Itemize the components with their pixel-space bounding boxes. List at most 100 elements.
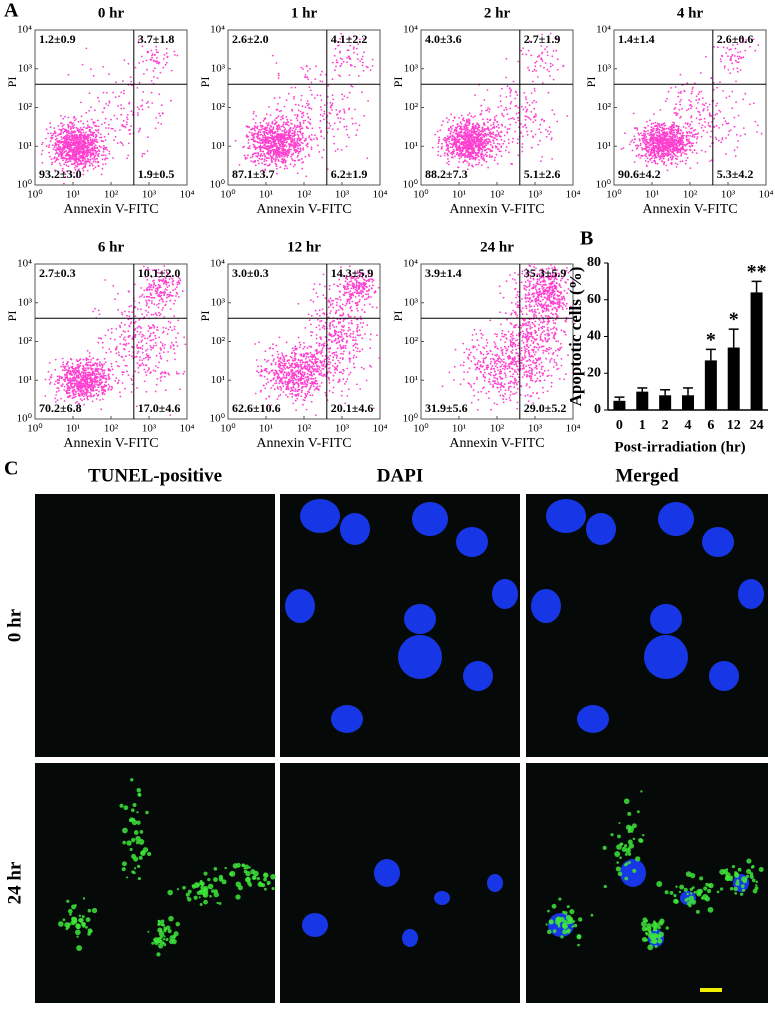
tunel-signal — [157, 923, 160, 926]
y-tick-label: 10³ — [597, 62, 612, 74]
micrograph — [280, 763, 520, 1003]
tunel-signal — [131, 854, 136, 859]
y-axis-label: PI — [584, 77, 598, 88]
tunel-signal — [690, 888, 693, 891]
tunel-signal — [145, 811, 149, 815]
panel-label: B — [580, 228, 593, 250]
x-tick-label: 10² — [104, 189, 119, 201]
tunel-signal — [577, 944, 580, 947]
y-tick-label: 10² — [18, 101, 33, 113]
tunel-signal — [602, 846, 606, 850]
tunel-signal — [85, 926, 88, 929]
scatter-plot: 4 hr10⁰10⁰10¹10¹10²10²10³10³10⁴10⁴Annexi… — [584, 5, 774, 217]
nucleus — [434, 891, 450, 905]
scatter-plot: 24 hr10⁰10⁰10¹10¹10²10²10³10³10⁴10⁴Annex… — [391, 239, 581, 451]
tunel-signal — [574, 924, 578, 928]
tunel-signal — [199, 896, 201, 898]
x-axis-label: Annexin V-FITC — [642, 202, 737, 217]
tunel-signal — [76, 945, 82, 951]
tunel-signal — [755, 886, 759, 890]
nucleus — [577, 705, 609, 733]
nucleus — [492, 579, 518, 609]
tunel-signal — [126, 876, 128, 878]
nucleus — [738, 579, 764, 609]
tunel-signal — [552, 904, 557, 909]
x-tick-label: 10⁴ — [759, 189, 774, 201]
tunel-signal — [655, 945, 658, 948]
tunel-signal — [134, 830, 139, 835]
tunel-signal — [141, 850, 145, 854]
tunel-signal — [257, 877, 260, 880]
quadrant-value: 6.2±1.9 — [331, 167, 368, 181]
tunel-signal — [558, 925, 561, 928]
tunel-signal — [647, 944, 653, 950]
micrograph — [35, 763, 283, 1003]
tunel-signal — [629, 843, 634, 848]
tunel-signal — [673, 894, 676, 897]
significance-mark: * — [706, 329, 716, 351]
tunel-signal — [130, 778, 133, 781]
x-tick-label: 10¹ — [66, 423, 80, 435]
tunel-signal — [122, 841, 126, 845]
tunel-signal — [626, 862, 629, 865]
y-tick-label: 10⁰ — [210, 179, 226, 191]
nucleus — [398, 635, 442, 679]
tunel-signal — [604, 885, 607, 888]
x-axis-label: Annexin V-FITC — [449, 202, 544, 217]
scatter-plot: 0 hr10⁰10⁰10¹10¹10²10²10³10³10⁴10⁴Annexi… — [5, 5, 195, 217]
tunel-signal — [132, 820, 137, 825]
image-bg — [526, 494, 768, 757]
tunel-signal — [560, 935, 563, 938]
tunel-signal — [169, 940, 174, 945]
column-label: DAPI — [377, 465, 423, 486]
y-tick-label: 10² — [211, 101, 226, 113]
tunel-signal — [637, 810, 640, 813]
y-tick-label: 10¹ — [18, 140, 32, 152]
tunel-signal — [131, 870, 134, 873]
nucleus — [285, 589, 315, 623]
tunel-signal — [176, 922, 180, 926]
bar — [636, 392, 648, 410]
x-tick-label: 10² — [297, 189, 312, 201]
y-axis-label: PI — [198, 311, 212, 322]
tunel-signal — [616, 861, 619, 864]
tunel-signal — [83, 897, 85, 899]
nucleus — [650, 604, 682, 634]
tunel-signal — [648, 932, 654, 938]
x-tick-label: 10² — [683, 189, 698, 201]
x-tick-label: 10¹ — [645, 189, 659, 201]
nucleus — [702, 527, 734, 557]
tunel-signal — [618, 872, 623, 877]
nucleus — [456, 527, 488, 557]
x-tick-label: 10¹ — [259, 423, 273, 435]
tunel-signal — [66, 900, 69, 903]
tunel-signal — [696, 910, 700, 914]
tunel-signal — [163, 938, 165, 940]
plot-title: 12 hr — [287, 239, 321, 255]
quadrant-value: 90.6±4.2 — [618, 167, 661, 181]
tunel-signal — [738, 868, 742, 872]
tunel-signal — [759, 867, 764, 872]
tunel-signal — [562, 911, 565, 914]
x-tick-label: 10³ — [335, 423, 350, 435]
x-tick-label: 10² — [490, 189, 505, 201]
quadrant-value: 1.4±1.4 — [618, 32, 655, 46]
tunel-signal — [725, 872, 730, 877]
bar — [728, 348, 740, 410]
x-tick-label: 10⁴ — [566, 423, 581, 435]
tunel-signal — [86, 917, 91, 922]
tunel-signal — [616, 844, 622, 850]
tunel-signal — [652, 942, 654, 944]
plot-frame — [228, 264, 380, 419]
tunel-signal — [130, 848, 133, 851]
tunel-signal — [156, 952, 160, 956]
quadrant-value: 62.6±10.6 — [232, 401, 281, 415]
tunel-signal — [674, 899, 679, 904]
tunel-signal — [147, 852, 151, 856]
tunel-signal — [165, 938, 168, 941]
x-tick-label: 10³ — [142, 189, 157, 201]
tunel-signal — [750, 872, 754, 876]
tunel-signal — [136, 811, 138, 813]
tunel-signal — [703, 886, 707, 890]
